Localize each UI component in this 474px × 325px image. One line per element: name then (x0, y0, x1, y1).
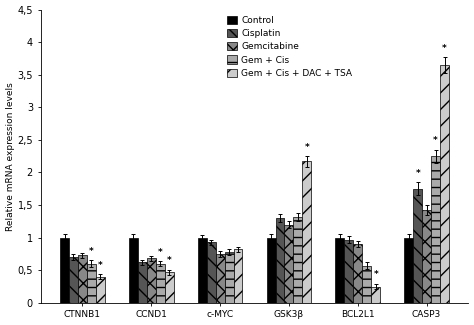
Bar (234, 249, 243, 303)
Bar (138, 262, 147, 303)
Text: *: * (167, 256, 172, 265)
Bar (198, 238, 207, 303)
Bar (266, 238, 275, 303)
Bar (147, 258, 156, 303)
Text: *: * (374, 270, 378, 280)
Bar (216, 254, 225, 303)
Bar (336, 238, 344, 303)
Bar (275, 218, 284, 303)
Bar (353, 244, 362, 303)
Bar (362, 266, 371, 303)
Bar (164, 272, 173, 303)
Legend: Control, Cisplatin, Gemcitabine, Gem + Cis, Gem + Cis + DAC + TSA: Control, Cisplatin, Gemcitabine, Gem + C… (225, 14, 354, 80)
Bar (87, 264, 96, 303)
Bar (96, 277, 105, 303)
Bar (422, 210, 431, 303)
Text: *: * (304, 143, 309, 152)
Bar (207, 242, 216, 303)
Bar (284, 225, 293, 303)
Text: *: * (98, 261, 103, 269)
Bar (293, 217, 302, 303)
Y-axis label: Relative mRNA expression levels: Relative mRNA expression levels (6, 82, 15, 230)
Text: *: * (442, 44, 447, 53)
Bar (302, 162, 311, 303)
Bar (60, 238, 69, 303)
Bar (440, 65, 449, 303)
Bar (371, 287, 380, 303)
Bar (344, 240, 353, 303)
Text: *: * (415, 169, 420, 178)
Bar (431, 156, 440, 303)
Bar (404, 238, 413, 303)
Text: *: * (433, 136, 438, 145)
Text: *: * (158, 248, 163, 256)
Text: *: * (89, 247, 94, 256)
Bar (129, 238, 138, 303)
Bar (69, 257, 78, 303)
Bar (413, 189, 422, 303)
Bar (156, 264, 164, 303)
Bar (78, 255, 87, 303)
Bar (225, 252, 234, 303)
